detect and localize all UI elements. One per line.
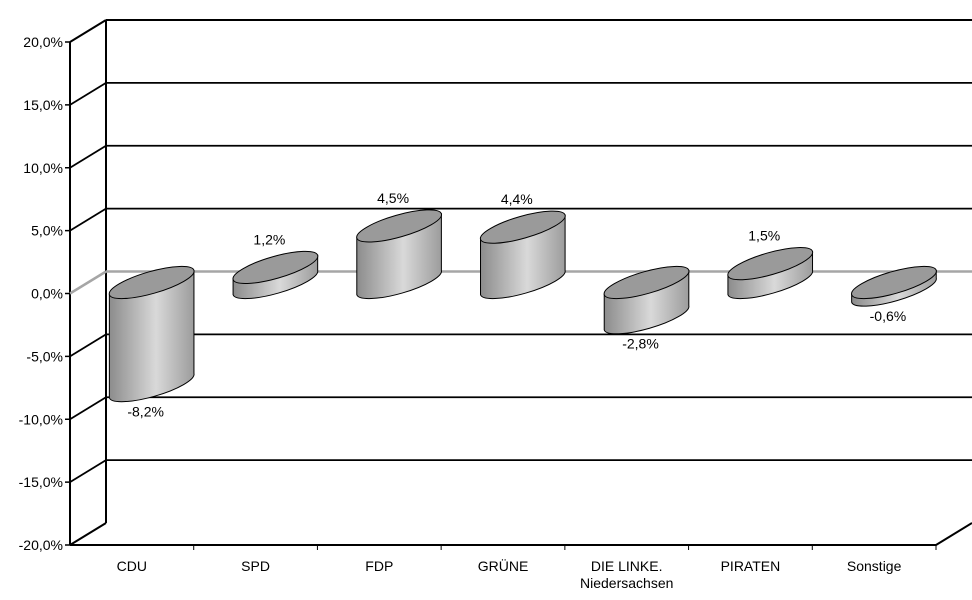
bar: -8,2%	[108, 265, 195, 420]
bar-top-cap	[727, 247, 814, 281]
bar: 4,5%	[356, 190, 442, 300]
x-tick-label: PIRATEN	[721, 558, 781, 574]
bar: 1,5%	[727, 228, 814, 300]
y-tick-label: 15,0%	[23, 97, 63, 113]
x-tick-label: Sonstige	[847, 558, 902, 574]
x-tick-label: SPD	[241, 558, 270, 574]
gridline-depth	[69, 396, 107, 421]
gridline-depth	[69, 82, 107, 106]
y-tick-label: -15,0%	[19, 474, 63, 490]
gridline-depth	[69, 270, 107, 295]
floor-right-edge	[935, 522, 972, 546]
y-tick-label: 0,0%	[31, 286, 63, 302]
gridline-depth	[69, 144, 107, 169]
x-axis-tick-labels: CDU SPD FDP GRÜNE DIE LINKE. Niedersachsen PIR…	[117, 545, 937, 591]
bar-top-cap	[851, 265, 937, 300]
gridline-depth	[69, 333, 107, 358]
data-label: 4,5%	[377, 190, 409, 206]
bar-top-cap	[108, 265, 195, 300]
x-tick-label: CDU	[117, 558, 147, 574]
y-axis-tick-labels: 20,0% 15,0% 10,0% 5,0% 0,0% -5,0% -10,0% -15,0%…	[19, 34, 63, 553]
bar-top-cap	[356, 209, 442, 243]
bar: -0,6%	[851, 265, 937, 324]
bar: -2,8%	[603, 265, 690, 352]
data-label: -8,2%	[127, 404, 164, 420]
y-tick-label: -5,0%	[26, 348, 63, 364]
gridline-depth	[69, 19, 107, 43]
y-tick-label: 5,0%	[31, 223, 63, 239]
data-label: -2,8%	[622, 336, 659, 352]
bar: 1,2%	[232, 231, 319, 300]
bar-top-cap	[232, 250, 319, 285]
bar-top-cap	[479, 210, 566, 244]
data-label: 1,5%	[748, 228, 780, 244]
bar-top-cap	[603, 265, 690, 300]
gridline-depth	[69, 459, 107, 483]
x-tick-label: FDP	[365, 558, 393, 574]
y-tick-label: -20,0%	[19, 537, 63, 553]
y-tick-label: 20,0%	[23, 34, 63, 50]
bar: 4,4%	[479, 191, 566, 300]
y-tick-label: 10,0%	[23, 160, 63, 176]
x-tick-label: GRÜNE	[478, 557, 529, 574]
x-tick-label: DIE LINKE. Niedersachsen	[580, 558, 673, 591]
bars: -8,2% 1,2% 4,5% 4,4% -2,8% 1,5% -0,6%	[108, 190, 937, 420]
gridline-depth	[69, 522, 107, 546]
gridline-depth	[69, 207, 107, 232]
y-tick-label: -10,0%	[19, 411, 63, 427]
data-label: 1,2%	[253, 231, 285, 247]
data-label: 4,4%	[501, 191, 533, 207]
data-label: -0,6%	[870, 308, 907, 324]
bar-body	[108, 269, 195, 403]
